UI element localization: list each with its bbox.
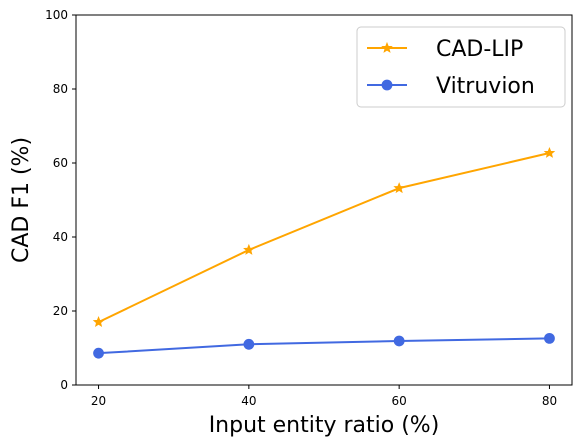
data-point-vitruvion bbox=[243, 338, 255, 350]
legend-marker-cad-lip bbox=[381, 41, 393, 53]
data-point-cad-lip bbox=[92, 316, 105, 328]
x-tick-label: 40 bbox=[241, 394, 256, 408]
y-tick-label: 40 bbox=[53, 230, 68, 244]
y-tick-label: 20 bbox=[53, 304, 68, 318]
series-vitruvion bbox=[93, 332, 555, 359]
data-point-cad-lip bbox=[243, 243, 255, 255]
plot-frame bbox=[75, 14, 573, 386]
x-tick-label: 20 bbox=[91, 394, 106, 408]
series-line-vitruvion bbox=[98, 337, 550, 355]
x-axis-ticks: 20 40 60 80 bbox=[91, 385, 557, 408]
legend-label: Vitruvion bbox=[436, 74, 535, 99]
series-line-cad-lip bbox=[98, 152, 550, 324]
legend-label: CAD-LIP bbox=[436, 37, 523, 62]
y-tick-label: 80 bbox=[53, 82, 68, 96]
series-layer bbox=[92, 146, 556, 359]
data-point-cad-lip bbox=[543, 146, 556, 158]
data-point-cad-lip bbox=[393, 182, 405, 194]
data-point-vitruvion bbox=[393, 335, 405, 347]
legend-entry-vitruvion: Vitruvion bbox=[367, 74, 535, 99]
data-point-vitruvion bbox=[544, 332, 555, 344]
legend: CAD-LIP Vitruvion bbox=[356, 26, 566, 108]
y-tick-label: 0 bbox=[60, 378, 68, 392]
y-tick-label: 60 bbox=[53, 156, 68, 170]
x-tick-label: 60 bbox=[392, 394, 407, 408]
y-tick-label: 100 bbox=[45, 8, 68, 22]
y-axis-label: CAD F1 (%) bbox=[9, 137, 34, 263]
legend-entry-cad-lip: CAD-LIP bbox=[367, 37, 523, 62]
legend-marker-vitruvion bbox=[381, 79, 393, 91]
y-axis-ticks: 0 20 40 60 80 100 bbox=[45, 8, 76, 392]
series-cad-lip bbox=[92, 146, 556, 328]
x-tick-label: 80 bbox=[542, 394, 557, 408]
legend-box bbox=[356, 26, 566, 108]
data-point-vitruvion bbox=[93, 347, 104, 359]
x-axis-label: Input entity ratio (%) bbox=[209, 413, 440, 438]
